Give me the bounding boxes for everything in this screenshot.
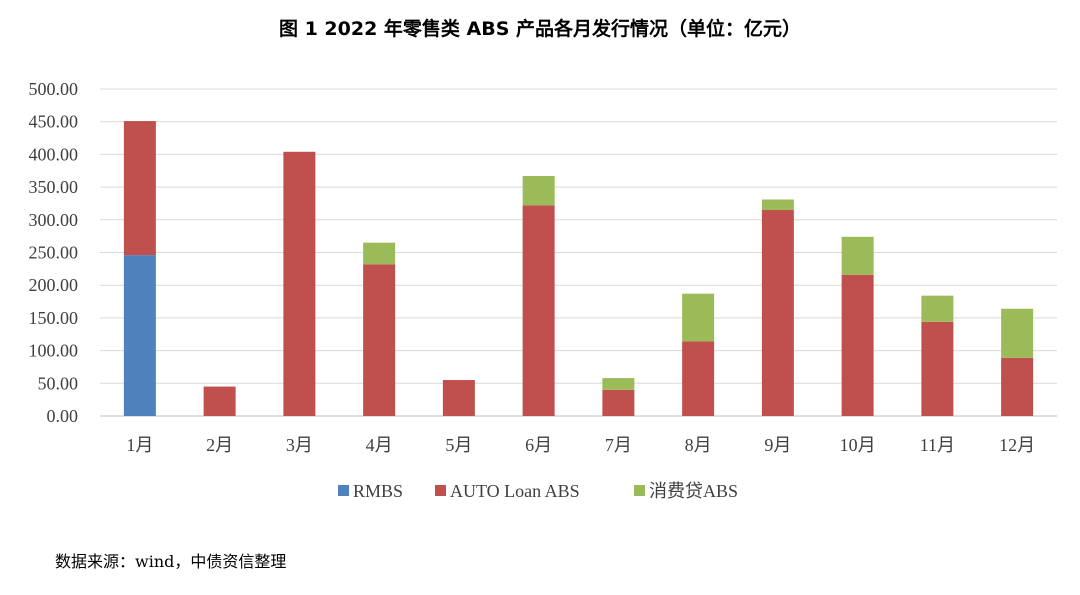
bar-segment — [682, 293, 715, 342]
bar-segment — [522, 175, 555, 206]
legend-label: 消费贷ABS — [649, 481, 738, 501]
bar-segment — [841, 274, 874, 416]
x-tick-label: 2月 — [206, 435, 233, 455]
y-tick-label: 150.00 — [29, 308, 79, 328]
x-tick-label: 3月 — [286, 435, 313, 455]
bar-segment — [761, 209, 794, 416]
gridlines — [100, 88, 1057, 417]
bar-segment — [1001, 308, 1034, 358]
y-tick-label: 250.00 — [29, 243, 79, 263]
x-tick-label: 6月 — [525, 435, 552, 455]
bar-segment — [123, 255, 156, 416]
legend-swatch — [435, 485, 446, 496]
bar-segment — [921, 295, 954, 322]
bar-segment — [1001, 357, 1034, 416]
bar-segment — [522, 205, 555, 416]
y-tick-label: 100.00 — [29, 341, 79, 361]
bars — [123, 121, 1034, 416]
x-tick-label: 10月 — [840, 435, 876, 455]
y-tick-label: 450.00 — [29, 112, 79, 132]
bar-segment — [203, 386, 236, 416]
legend: RMBS AUTO Loan ABS 消费贷ABS — [338, 481, 738, 501]
legend-swatch — [634, 485, 645, 496]
bar-segment — [841, 236, 874, 275]
y-tick-label: 50.00 — [38, 373, 79, 393]
legend-label: AUTO Loan ABS — [450, 481, 580, 501]
bar-segment — [761, 199, 794, 210]
bar-segment — [602, 378, 635, 390]
x-tick-label: 9月 — [764, 435, 791, 455]
x-tick-label: 12月 — [999, 435, 1035, 455]
bar-segment — [442, 380, 475, 416]
x-tick-label: 4月 — [366, 435, 393, 455]
bar-segment — [283, 151, 316, 416]
legend-swatch — [338, 485, 349, 496]
x-axis-ticks: 1月 2月 3月 4月 5月 6月 7月 8月 9月 10月 11月 12月 — [126, 435, 1035, 455]
x-tick-label: 1月 — [126, 435, 153, 455]
bar-segment — [921, 321, 954, 416]
y-tick-label: 350.00 — [29, 177, 79, 197]
source-note: 数据来源：wind，中债资信整理 — [55, 552, 287, 571]
legend-label: RMBS — [353, 481, 403, 501]
bar-segment — [363, 242, 396, 265]
y-tick-label: 500.00 — [29, 79, 79, 99]
x-tick-label: 8月 — [685, 435, 712, 455]
bar-segment — [123, 121, 156, 256]
bar-segment — [602, 389, 635, 416]
x-tick-label: 11月 — [920, 435, 955, 455]
y-tick-label: 400.00 — [29, 144, 79, 164]
y-axis-ticks: 0.00 50.00 100.00 150.00 200.00 250.00 300.00 3… — [29, 79, 79, 426]
y-tick-label: 200.00 — [29, 275, 79, 295]
bar-segment — [363, 264, 396, 416]
y-tick-label: 300.00 — [29, 210, 79, 230]
y-tick-label: 0.00 — [47, 406, 79, 426]
chart-title: 图 1 2022 年零售类 ABS 产品各月发行情况（单位：亿元） — [278, 18, 802, 40]
x-tick-label: 5月 — [445, 435, 472, 455]
x-tick-label: 7月 — [605, 435, 632, 455]
bar-segment — [682, 341, 715, 416]
